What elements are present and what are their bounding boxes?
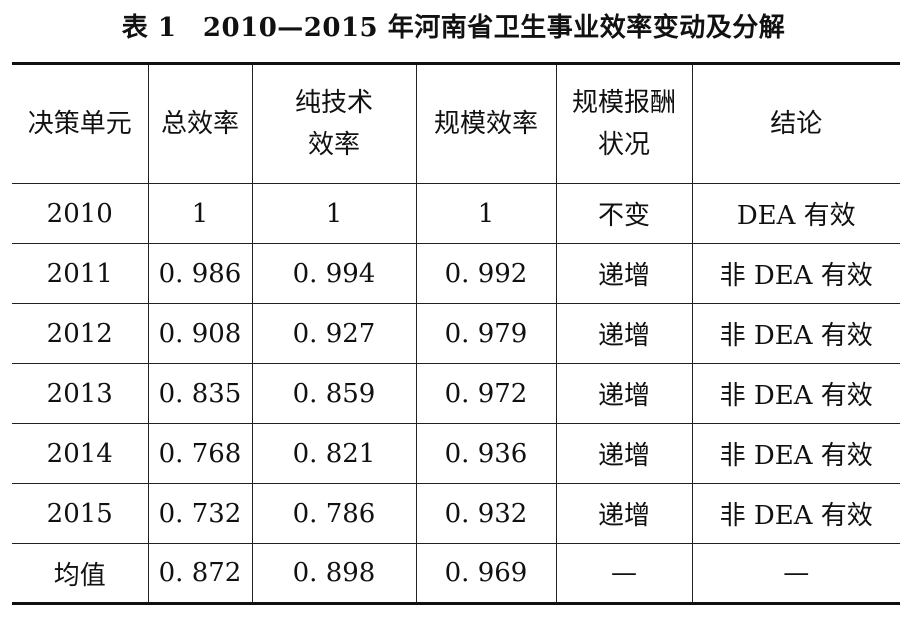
cell-total-efficiency: 0. 872: [147, 543, 252, 604]
header-conclusion: 结论: [691, 63, 900, 184]
cell-returns-to-scale: 递增: [555, 423, 692, 484]
cell-returns-to-scale: 递增: [555, 483, 692, 544]
cell-conclusion: 非 DEA 有效: [691, 423, 900, 484]
cell-returns-to-scale: 不变: [555, 183, 692, 244]
cell-decision-unit: 2011: [12, 243, 148, 304]
table-caption: 表 1 2010—2015 年河南省卫生事业效率变动及分解: [121, 13, 786, 43]
cell-decision-unit: 2010: [12, 183, 148, 244]
cell-scale-efficiency: 0. 932: [415, 483, 556, 544]
efficiency-table: 决策单元 总效率 纯技术 效率 规模效率 规模报酬 状况 结论 2010 1 1 1…: [12, 62, 900, 605]
cell-scale-efficiency: 1: [415, 183, 556, 244]
cell-returns-to-scale: —: [555, 543, 692, 604]
table-row: 2011 0. 986 0. 994 0. 992 递增 非 DEA 有效: [12, 243, 900, 304]
table-row: 2013 0. 835 0. 859 0. 972 递增 非 DEA 有效: [12, 363, 900, 424]
cell-conclusion: DEA 有效: [691, 183, 900, 244]
cell-conclusion: 非 DEA 有效: [691, 363, 900, 424]
cell-total-efficiency: 0. 835: [147, 363, 252, 424]
cell-pure-technical-efficiency: 0. 898: [251, 543, 416, 604]
cell-scale-efficiency: 0. 992: [415, 243, 556, 304]
cell-conclusion: 非 DEA 有效: [691, 243, 900, 304]
cell-conclusion: 非 DEA 有效: [691, 303, 900, 364]
cell-pure-technical-efficiency: 0. 786: [251, 483, 416, 544]
table-row: 2012 0. 908 0. 927 0. 979 递增 非 DEA 有效: [12, 303, 900, 364]
cell-pure-technical-efficiency: 1: [251, 183, 416, 244]
cell-total-efficiency: 0. 732: [147, 483, 252, 544]
cell-pure-technical-efficiency: 0. 859: [251, 363, 416, 424]
cell-scale-efficiency: 0. 972: [415, 363, 556, 424]
cell-scale-efficiency: 0. 979: [415, 303, 556, 364]
cell-decision-unit: 2015: [12, 483, 148, 544]
cell-conclusion: 非 DEA 有效: [691, 483, 900, 544]
cell-scale-efficiency: 0. 969: [415, 543, 556, 604]
table-row: 2014 0. 768 0. 821 0. 936 递增 非 DEA 有效: [12, 423, 900, 484]
cell-total-efficiency: 0. 768: [147, 423, 252, 484]
cell-returns-to-scale: 递增: [555, 303, 692, 364]
cell-pure-technical-efficiency: 0. 821: [251, 423, 416, 484]
header-row: 决策单元 总效率 纯技术 效率 规模效率 规模报酬 状况 结论: [12, 63, 900, 184]
cell-returns-to-scale: 递增: [555, 243, 692, 304]
cell-total-efficiency: 1: [147, 183, 252, 244]
table-row-mean: 均值 0. 872 0. 898 0. 969 — —: [12, 543, 900, 604]
header-decision-unit: 决策单元: [12, 63, 148, 184]
header-pure-technical-efficiency: 纯技术 效率: [251, 63, 416, 184]
cell-scale-efficiency: 0. 936: [415, 423, 556, 484]
table-row: 2010 1 1 1 不变 DEA 有效: [12, 183, 900, 244]
table-row: 2015 0. 732 0. 786 0. 932 递增 非 DEA 有效: [12, 483, 900, 544]
header-total-efficiency: 总效率: [147, 63, 252, 184]
cell-decision-unit: 2013: [12, 363, 148, 424]
cell-decision-unit: 2012: [12, 303, 148, 364]
cell-total-efficiency: 0. 908: [147, 303, 252, 364]
cell-decision-unit: 2014: [12, 423, 148, 484]
cell-pure-technical-efficiency: 0. 927: [251, 303, 416, 364]
header-returns-to-scale: 规模报酬 状况: [555, 63, 692, 184]
cell-returns-to-scale: 递增: [555, 363, 692, 424]
header-scale-efficiency: 规模效率: [415, 63, 556, 184]
cell-pure-technical-efficiency: 0. 994: [251, 243, 416, 304]
cell-total-efficiency: 0. 986: [147, 243, 252, 304]
cell-conclusion: —: [691, 543, 900, 604]
cell-decision-unit: 均值: [53, 560, 106, 591]
